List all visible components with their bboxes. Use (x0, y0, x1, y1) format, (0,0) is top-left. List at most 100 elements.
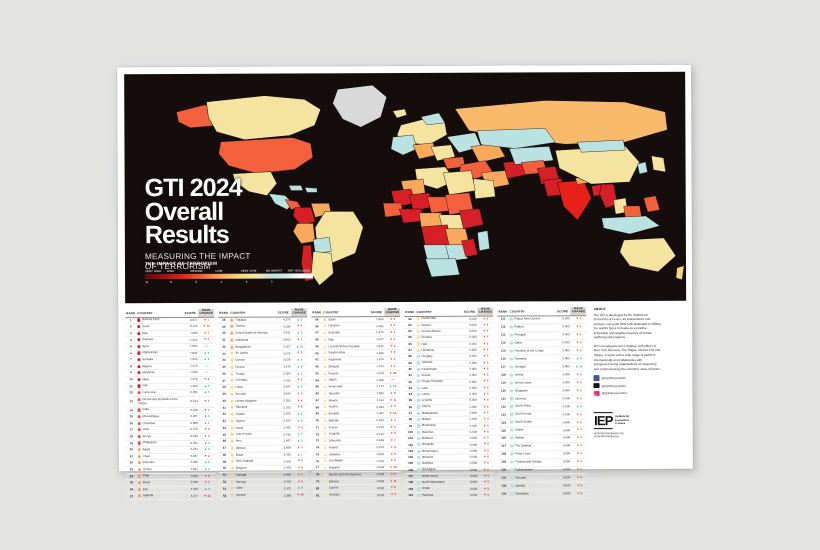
impact-color-dot-icon (137, 415, 141, 419)
rank-change-value: 5 (486, 372, 489, 377)
rank-change-value: 5 (579, 451, 582, 456)
country-name: Russia (235, 364, 245, 369)
rank-change-value: 6 (300, 418, 303, 423)
cell-rank-change: ▲ 10 (570, 363, 587, 372)
rank-change-value: 4 (579, 403, 582, 408)
country-name: Kazakhstan (421, 366, 437, 371)
world-map-panel: GTI 2024 Overall Results MEASURING THE I… (124, 71, 687, 304)
social-link-facebook[interactable]: @GlobPeaceIndex (593, 375, 662, 381)
impact-color-dot-icon (509, 397, 514, 401)
country-name: Israel (142, 324, 150, 329)
rank-change-value: 5 (392, 323, 396, 328)
country-name: Colombia (142, 420, 155, 425)
rank-change-value: 1 (300, 472, 303, 477)
cell-country: Senegal (508, 363, 555, 372)
impact-color-dot-icon (230, 379, 234, 383)
impact-color-dot-icon (323, 317, 327, 322)
country-name: Guinea-Bissau (421, 328, 441, 333)
country-name: Palestine (142, 460, 155, 465)
rank-change-value: 5 (486, 448, 489, 453)
impact-color-dot-icon (137, 351, 141, 355)
country-name: Uganda (142, 493, 154, 498)
cell-rank-change: ▼ 20 (292, 492, 309, 500)
impact-color-dot-icon (324, 473, 328, 477)
impact-color-dot-icon (137, 421, 141, 425)
cell-country: Papua New Guinea (508, 315, 555, 324)
cell-score: 0.000 (554, 331, 571, 340)
rank-change-value: 5 (578, 324, 582, 329)
country-name: Lesotho (421, 398, 433, 403)
rank-change-value: 4 (392, 364, 396, 369)
rank-change-value: 2 (299, 350, 303, 355)
rank-change-value: 5 (299, 384, 303, 389)
country-name: Vietnam (515, 475, 526, 480)
no-change-icon: — (204, 363, 209, 368)
url-visionofhumanity[interactable]: visionofhumanity.org (594, 435, 619, 439)
rank-change-value: 5 (486, 479, 490, 484)
column-header-rk: RANK (497, 307, 509, 316)
impact-color-dot-icon (417, 443, 421, 447)
impact-color-dot-icon (416, 392, 421, 396)
rank-change-value: 3 (392, 330, 396, 335)
column-header-cn: COUNTRY (322, 308, 369, 317)
poster-title-block: GTI 2024 Overall Results MEASURING THE I… (145, 174, 251, 272)
rank-change-value: 3 (207, 479, 210, 484)
country-name: Democratic Republic of the Congo (137, 396, 178, 405)
about-paragraph-1: The GPI is developed by the Institute fo… (593, 312, 661, 340)
legend-label-medium: MEDIUM (190, 268, 203, 273)
cell-rank: 119 (497, 379, 509, 388)
impact-color-dot-icon (416, 424, 421, 428)
rank-change-value: 1 (300, 452, 303, 457)
impact-color-dot-icon (417, 493, 421, 497)
country-name: Syria (142, 343, 149, 348)
rank-change-value: 5 (393, 458, 396, 463)
cell-rank-change: ▼ 5 (570, 323, 587, 332)
cell-country: South Korea (509, 410, 556, 419)
country-name: North Korea (421, 473, 438, 478)
rank-change-value: 5 (578, 316, 582, 321)
cell-rank-change: ▼ 5 (385, 491, 402, 499)
impact-color-dot-icon (323, 412, 328, 416)
impact-color-dot-icon (416, 323, 420, 327)
rank-change-value: 5 (486, 486, 490, 491)
cell-rank-change: ▼ 5 (571, 450, 588, 459)
rank-change-value: 5 (486, 442, 489, 447)
rank-change-value: 3 (393, 418, 396, 423)
impact-color-dot-icon (137, 434, 142, 439)
impact-color-dot-icon (323, 358, 327, 362)
country-name: Republic of the Congo (514, 348, 544, 353)
rank-change-value: 5 (485, 322, 489, 327)
cell-rank: 116 (497, 355, 509, 364)
rank-change-value: 4 (206, 376, 210, 381)
cell-country: Serbia (508, 371, 555, 380)
column-header-cn: COUNTRY (229, 308, 276, 317)
social-link-x[interactable]: @GlobPeaceIndex (593, 383, 662, 389)
rank-change-value: 5 (299, 317, 303, 322)
rank-change-value: 5 (486, 404, 489, 409)
impact-color-dot-icon (323, 405, 328, 409)
impact-color-dot-icon (137, 408, 141, 412)
country-name: Burkina Faso (142, 317, 160, 322)
cell-score: 0.000 (462, 492, 479, 499)
table-row: 27 Uganda 4.377 ▼ 22 (125, 492, 216, 501)
cell-country: Ukraine (230, 492, 277, 500)
cell-score: 0.000 (555, 442, 572, 451)
country-name: North Macedonia (422, 479, 445, 484)
rank-change-value: 5 (579, 395, 582, 400)
table-row: 54 Ukraine 1.880 ▼ 20 (219, 492, 309, 500)
rank-change-value: 2 (207, 453, 210, 458)
x-twitter-icon (593, 383, 600, 389)
social-link-instagram[interactable]: @globalpeaceindex (593, 390, 662, 397)
legend-tick-2: 2 (245, 279, 248, 284)
cell-score: 0.000 (555, 426, 572, 435)
country-name: The Gambia (514, 443, 532, 448)
impact-color-dot-icon (323, 392, 327, 396)
rank-change-value: 11 (392, 397, 397, 402)
impact-color-dot-icon (323, 365, 327, 369)
country-name: United Kingdom (235, 398, 257, 403)
country-name: Morocco (421, 454, 434, 459)
country-name: Pakistan (142, 337, 154, 342)
legend-tick-4: 4 (220, 279, 223, 284)
rank-table-3: RANK COUNTRY SCORE RANK CHANGE 55 Spain 1.860 ▼… (311, 307, 402, 500)
country-name: Chile (235, 486, 243, 491)
